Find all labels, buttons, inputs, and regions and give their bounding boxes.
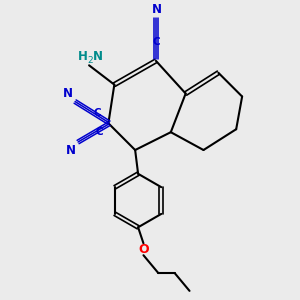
Text: C: C [153,38,160,47]
Text: N: N [62,87,72,100]
Text: 2: 2 [88,56,93,65]
Text: O: O [139,243,149,256]
Text: C: C [94,108,101,118]
Text: N: N [152,3,161,16]
Text: N: N [92,50,102,64]
Text: N: N [66,143,76,157]
Text: C: C [95,127,103,137]
Text: H: H [78,50,88,64]
